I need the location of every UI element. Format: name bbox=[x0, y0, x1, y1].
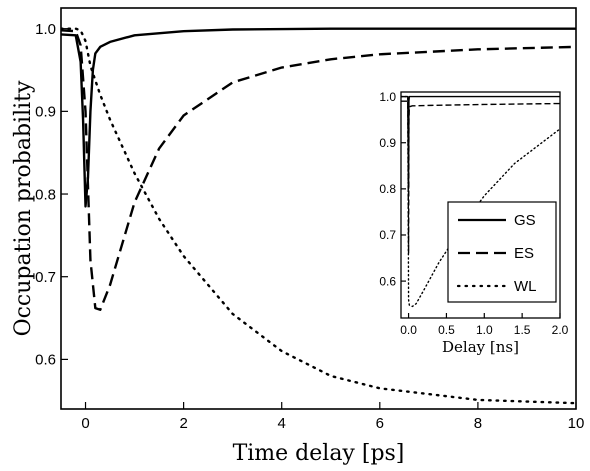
inset-series-wl bbox=[401, 95, 560, 308]
inset-y-tick-label: 0.9 bbox=[379, 136, 396, 150]
inset-y-tick-label: 0.7 bbox=[379, 228, 396, 242]
inset-x-tick-label: 0.0 bbox=[400, 323, 417, 337]
inset-series-es bbox=[401, 100, 560, 255]
main-chart: 0 2 4 6 8 10 0.6 0.7 0.8 0.9 1.0 Time delay [ps] O… bbox=[11, 7, 584, 466]
main-y-tick-label: 0.9 bbox=[35, 104, 56, 121]
inset-y-tick-label: 0.8 bbox=[379, 182, 396, 196]
main-series-group bbox=[61, 27, 576, 405]
main-series-wl bbox=[61, 27, 576, 405]
legend-label-es: ES bbox=[514, 245, 534, 262]
main-series-es bbox=[61, 29, 576, 311]
inset-ticks: 0.0 0.5 1.0 1.5 2.0 0.6 0.7 0.8 0.9 1.0 bbox=[379, 90, 568, 337]
inset-x-tick-label: 1.5 bbox=[514, 323, 531, 337]
main-y-tick-label: 0.7 bbox=[35, 269, 56, 286]
main-x-tick-label: 2 bbox=[179, 415, 187, 432]
main-y-tick-label: 0.8 bbox=[35, 186, 56, 203]
main-y-tick-label: 1.0 bbox=[35, 21, 56, 38]
legend-label-wl: WL bbox=[514, 278, 537, 295]
main-x-tick-label: 6 bbox=[376, 415, 384, 432]
inset-x-tick-label: 2.0 bbox=[552, 323, 569, 337]
inset-y-tick-label: 1.0 bbox=[379, 90, 396, 104]
main-series-gs bbox=[61, 27, 576, 208]
main-y-tick-label: 0.6 bbox=[35, 352, 56, 369]
main-x-tick-label: 10 bbox=[568, 415, 585, 432]
main-x-axis-title: Time delay [ps] bbox=[233, 441, 405, 466]
main-plot-frame bbox=[60, 7, 577, 410]
inset-series-group bbox=[401, 95, 560, 308]
legend-label-gs: GS bbox=[514, 212, 536, 229]
inset-x-tick-label: 1.0 bbox=[476, 323, 493, 337]
legend: GS ES WL bbox=[447, 201, 557, 303]
main-x-tick-label: 8 bbox=[474, 415, 482, 432]
main-y-axis-title: Occupation probability bbox=[11, 80, 36, 336]
main-x-tick-label: 4 bbox=[278, 415, 286, 432]
inset-series-gs bbox=[401, 95, 560, 190]
main-x-tick-label: 0 bbox=[81, 415, 89, 432]
inset-x-tick-label: 0.5 bbox=[438, 323, 455, 337]
inset-chart: 0.0 0.5 1.0 1.5 2.0 0.6 0.7 0.8 0.9 1.0 Delay [ns… bbox=[365, 84, 569, 360]
main-ticks: 0 2 4 6 8 10 0.6 0.7 0.8 0.9 1.0 bbox=[35, 21, 584, 432]
inset-plot-frame bbox=[400, 91, 561, 319]
inset-y-tick-label: 0.6 bbox=[379, 274, 396, 288]
inset-x-axis-title: Delay [ns] bbox=[442, 338, 519, 356]
